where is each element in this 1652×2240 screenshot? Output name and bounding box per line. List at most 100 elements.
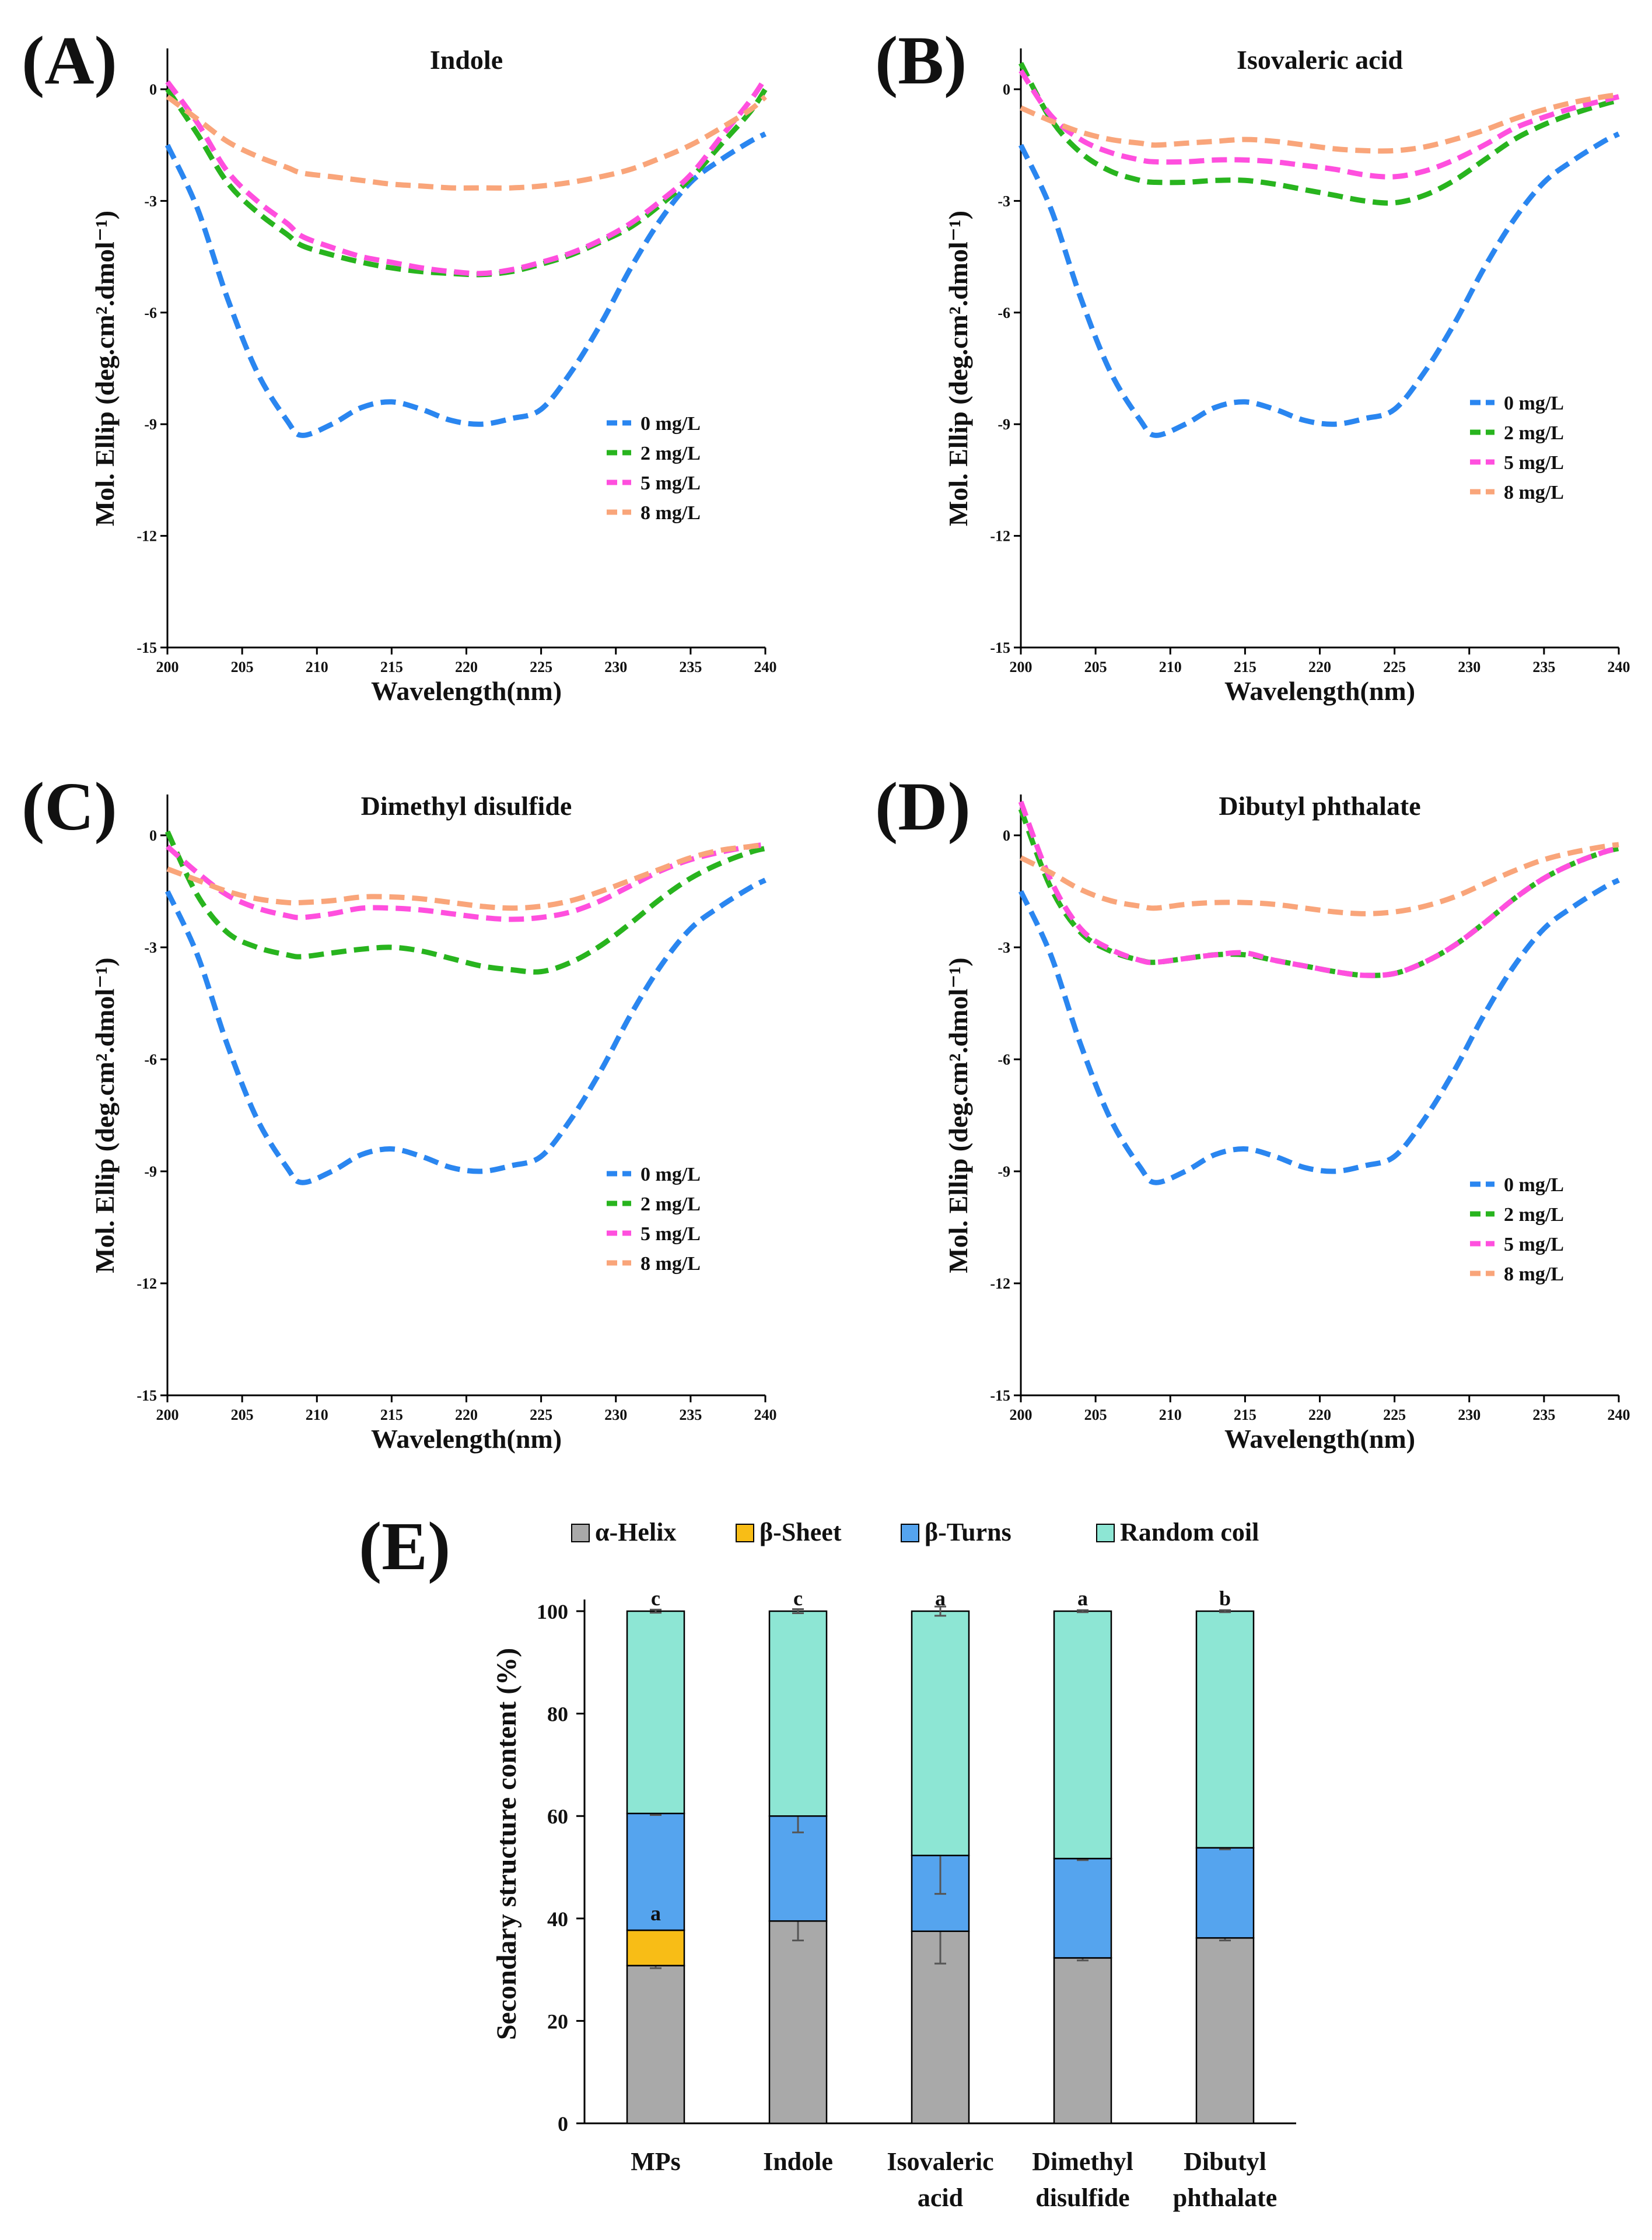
series-line-5-mg-l	[165, 76, 768, 276]
y-axis-label: Mol. Ellip (deg.cm².dmol⁻¹)	[943, 211, 973, 526]
category-label: Indole	[763, 2147, 833, 2176]
legend-label: β-Turns	[925, 1518, 1012, 1546]
bar-segment-turns	[768, 1815, 828, 1922]
legend-swatch	[1096, 1524, 1115, 1542]
y-axis-label: Mol. Ellip (deg.cm².dmol⁻¹)	[90, 957, 120, 1273]
bar-segment-turns	[626, 1812, 685, 1931]
series-line-8-mg-l	[1020, 92, 1619, 154]
x-tick-label: 240	[754, 659, 777, 676]
significance-label: a	[935, 1587, 946, 1610]
x-tick-label: 210	[306, 659, 328, 676]
y-tick-label: 0	[558, 2112, 568, 2136]
x-tick-label: 210	[1159, 1406, 1182, 1423]
y-tick-label: -6	[144, 304, 157, 321]
y-tick-label: -15	[990, 1387, 1010, 1404]
x-tick-label: 240	[1608, 659, 1630, 676]
bar-segment-helix	[1053, 1957, 1112, 2124]
y-tick-label: -12	[990, 1275, 1010, 1292]
legend-label: 8 mg/L	[1504, 1264, 1564, 1285]
x-tick-label: 200	[156, 1406, 179, 1423]
category-label: disulfide	[1035, 2183, 1129, 2212]
legend-label: 5 mg/L	[640, 1223, 701, 1245]
x-axis-label: Wavelength(nm)	[1224, 1424, 1415, 1454]
y-tick-label: -6	[998, 1051, 1010, 1068]
legend: 0 mg/L 2 mg/L 5 mg/L 8 mg/L	[1470, 1174, 1564, 1285]
x-tick-label: 200	[1010, 1406, 1032, 1423]
x-tick-label: 230	[1458, 659, 1480, 676]
bar-segment-random-coil	[768, 1610, 828, 1817]
x-tick-label: 240	[754, 1406, 777, 1423]
panel-letter: (E)	[359, 1508, 450, 1584]
legend-label: 5 mg/L	[1504, 452, 1564, 474]
bar-segment-helix	[626, 1965, 685, 2124]
x-axis-label: Wavelength(nm)	[371, 676, 562, 706]
panel-title: Indole	[430, 45, 503, 75]
bar-segment-random-coil	[1195, 1610, 1255, 1849]
y-tick-label: -3	[998, 192, 1010, 209]
panel-title: Dimethyl disulfide	[361, 791, 572, 821]
x-tick-label: 205	[1084, 1406, 1107, 1423]
x-tick-label: 205	[1084, 659, 1107, 676]
series-line-8-mg-l	[166, 842, 766, 911]
legend-swatch	[901, 1524, 919, 1542]
legend: 0 mg/L 2 mg/L 5 mg/L 8 mg/L	[607, 413, 701, 524]
chart-panel-e: 0 20 40 60 80 100 Secondary structure content …	[359, 1508, 1296, 2212]
significance-label: b	[1219, 1587, 1231, 1610]
y-tick-label: -12	[990, 528, 1010, 545]
series-line-5-mg-l	[1018, 800, 1620, 978]
y-tick-label: -6	[144, 1051, 157, 1068]
y-axis-label: Secondary structure content (%)	[491, 1648, 522, 2040]
x-tick-label: 225	[530, 659, 552, 676]
x-tick-label: 205	[231, 1406, 254, 1423]
series-line-0-mg-l	[164, 877, 766, 1185]
series-line-0-mg-l	[1018, 877, 1620, 1185]
significance-label: c	[651, 1587, 660, 1610]
legend-label: 2 mg/L	[640, 1194, 701, 1215]
x-tick-label: 210	[1159, 659, 1182, 676]
x-tick-label: 225	[530, 1406, 552, 1423]
bar-segment-random-coil	[626, 1610, 685, 1815]
y-tick-label: -9	[998, 416, 1010, 433]
panel-letter: (C)	[22, 768, 117, 845]
panel-letter: (D)	[875, 768, 971, 845]
series-line-0-mg-l	[164, 131, 766, 438]
y-tick-label: -3	[998, 939, 1010, 956]
x-tick-label: 220	[1308, 659, 1331, 676]
y-tick-label: -9	[144, 416, 157, 433]
y-tick-label: 40	[547, 1908, 568, 1931]
x-axis-label: Wavelength(nm)	[371, 1424, 562, 1454]
y-tick-label: -6	[998, 304, 1010, 321]
y-tick-label: -12	[136, 1275, 157, 1292]
legend-label: 0 mg/L	[1504, 1174, 1564, 1196]
bar-segment-turns	[1053, 1857, 1112, 1959]
chart-panel-c: 0 -3 -6 -9 -12 -15 200 205 210 215 220 225 230 235 240…	[22, 768, 777, 1454]
x-tick-label: 240	[1608, 1406, 1630, 1423]
x-tick-label: 215	[380, 1406, 403, 1423]
bar-segment-random-coil	[1053, 1610, 1112, 1860]
chart-panel-a: 0 -3 -6 -9 -12 -15 200 205 210 215 220 225 230 235 240…	[22, 22, 777, 706]
series-line-5-mg-l	[166, 842, 766, 922]
y-tick-label: 60	[547, 1805, 568, 1828]
legend-label: α-Helix	[595, 1518, 676, 1546]
y-tick-label: -15	[990, 639, 1010, 656]
legend-label: 2 mg/L	[1504, 422, 1564, 444]
category-label: Dibutyl	[1184, 2147, 1266, 2176]
series-line-2-mg-l	[1018, 808, 1620, 978]
series-line-2-mg-l	[1019, 62, 1620, 206]
x-axis-label: Wavelength(nm)	[1224, 676, 1415, 706]
x-tick-label: 235	[679, 1406, 702, 1423]
x-tick-label: 230	[604, 1406, 627, 1423]
y-tick-label: -3	[144, 939, 157, 956]
significance-label: c	[793, 1587, 803, 1610]
category-label: Isovaleric	[887, 2147, 993, 2176]
series-line-8-mg-l	[166, 94, 768, 191]
y-axis-label: Mol. Ellip (deg.cm².dmol⁻¹)	[90, 211, 120, 526]
bar-segment-turns	[1195, 1847, 1255, 1939]
x-tick-label: 210	[306, 1406, 328, 1423]
significance-label: a	[650, 1902, 661, 1925]
panel-letter: (B)	[875, 22, 967, 99]
y-tick-label: 80	[547, 1703, 568, 1726]
legend-label: 5 mg/L	[1504, 1234, 1564, 1255]
